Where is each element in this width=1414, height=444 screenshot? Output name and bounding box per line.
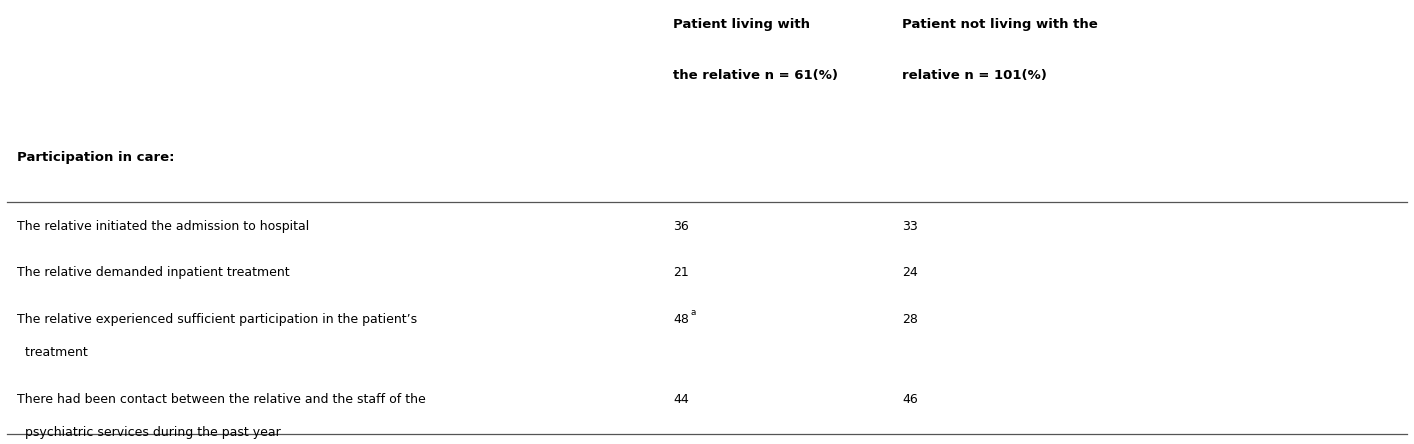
Text: 24: 24 bbox=[902, 266, 918, 279]
Text: Patient living with: Patient living with bbox=[673, 18, 810, 31]
Text: The relative initiated the admission to hospital: The relative initiated the admission to … bbox=[17, 220, 310, 233]
Text: 44: 44 bbox=[673, 393, 689, 406]
Text: The relative experienced sufficient participation in the patient’s: The relative experienced sufficient part… bbox=[17, 313, 417, 326]
Text: Participation in care:: Participation in care: bbox=[17, 151, 174, 164]
Text: relative n = 101(%): relative n = 101(%) bbox=[902, 69, 1046, 82]
Text: Patient not living with the: Patient not living with the bbox=[902, 18, 1097, 31]
Text: 21: 21 bbox=[673, 266, 689, 279]
Text: There had been contact between the relative and the staff of the: There had been contact between the relat… bbox=[17, 393, 426, 406]
Text: 46: 46 bbox=[902, 393, 918, 406]
Text: 48: 48 bbox=[673, 313, 689, 326]
Text: psychiatric services during the past year: psychiatric services during the past yea… bbox=[17, 426, 281, 439]
Text: treatment: treatment bbox=[17, 346, 88, 359]
Text: 36: 36 bbox=[673, 220, 689, 233]
Text: the relative n = 61(%): the relative n = 61(%) bbox=[673, 69, 839, 82]
Text: 33: 33 bbox=[902, 220, 918, 233]
Text: a: a bbox=[690, 308, 696, 317]
Text: The relative demanded inpatient treatment: The relative demanded inpatient treatmen… bbox=[17, 266, 290, 279]
Text: 28: 28 bbox=[902, 313, 918, 326]
